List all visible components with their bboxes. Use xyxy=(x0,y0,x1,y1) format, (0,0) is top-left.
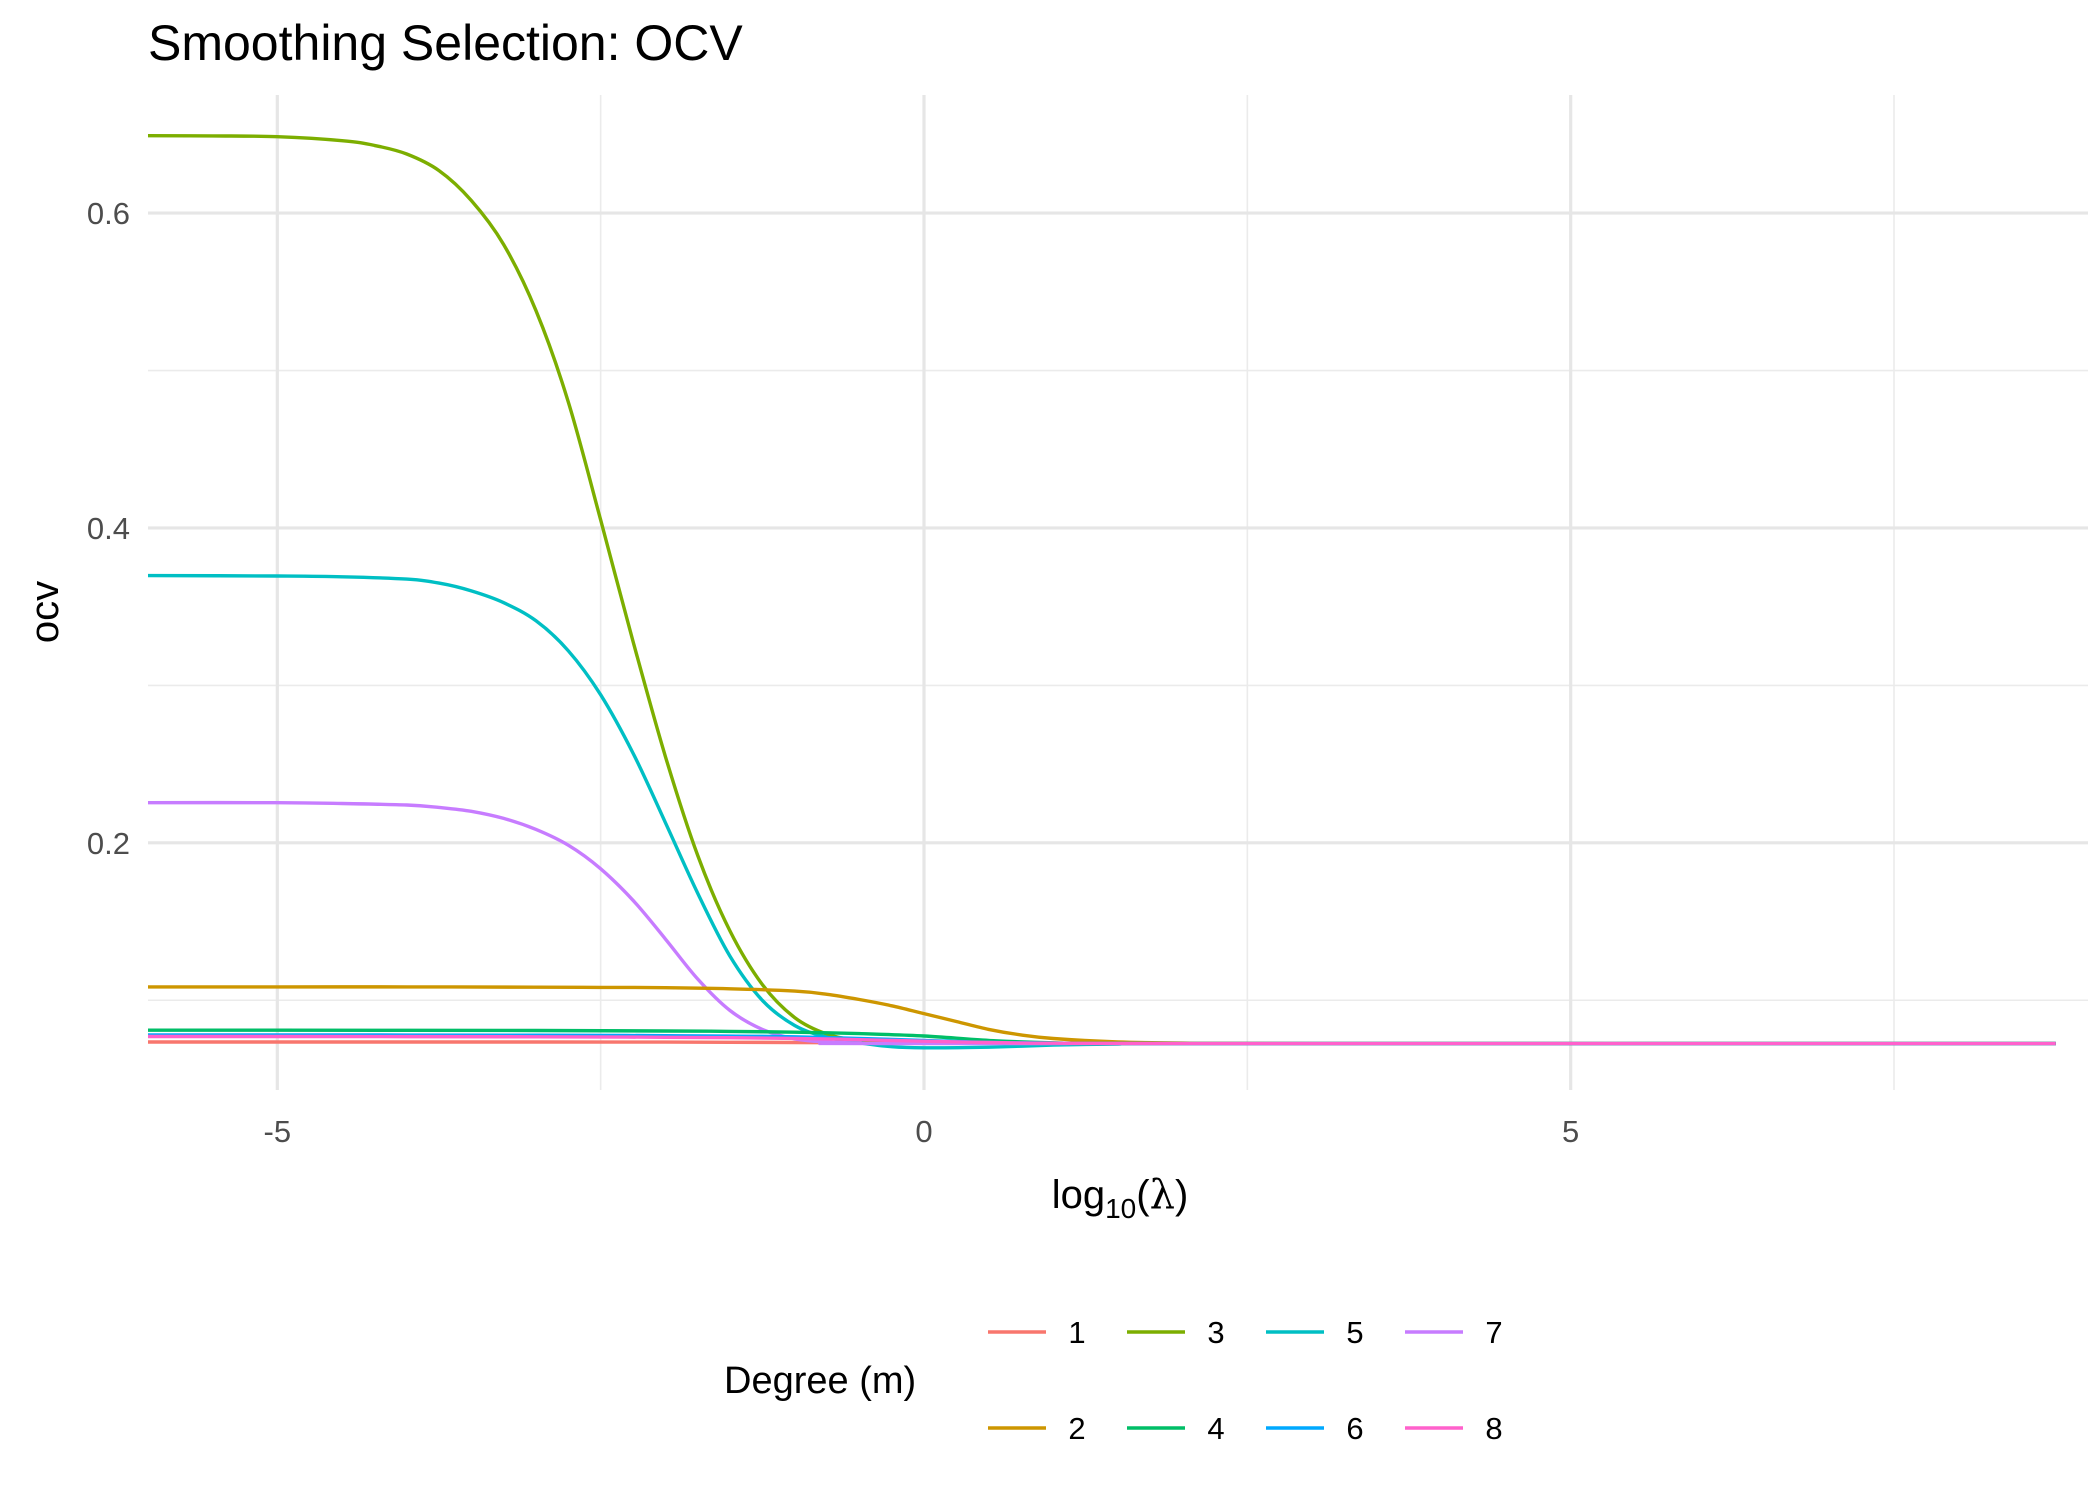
legend-title: Degree (m) xyxy=(724,1360,916,1402)
x-axis-label-lambda: λ xyxy=(1150,1172,1175,1218)
series-line-degree-7 xyxy=(147,800,2056,1046)
minor-gridlines xyxy=(148,95,2088,1090)
legend-label-degree-2: 2 xyxy=(1068,1411,1085,1446)
major-gridlines xyxy=(148,95,2088,1090)
legend-label-degree-8: 8 xyxy=(1485,1411,1502,1446)
series-lines xyxy=(147,134,2056,1050)
y-tick-label-0: 0.2 xyxy=(87,826,130,861)
x-tick-labels: -5 0 5 xyxy=(264,1114,1580,1149)
y-tick-label-1: 0.4 xyxy=(87,511,130,546)
legend-item-degree-5: 5 xyxy=(1266,1315,1364,1350)
y-axis-label: ocv xyxy=(23,581,67,643)
x-axis-label-open: ( xyxy=(1136,1173,1150,1217)
y-tick-label-2: 0.6 xyxy=(87,196,130,231)
chart-title: Smoothing Selection: OCV xyxy=(148,15,743,71)
legend-label-degree-3: 3 xyxy=(1207,1315,1224,1350)
legend-item-degree-8: 8 xyxy=(1405,1411,1503,1446)
legend-label-degree-5: 5 xyxy=(1346,1315,1363,1350)
x-tick-label-0: -5 xyxy=(264,1114,292,1149)
legend: Degree (m) 1 3 5 7 2 4 6 8 xyxy=(724,1315,1503,1446)
legend-item-degree-2: 2 xyxy=(988,1411,1086,1446)
series-line-degree-3 xyxy=(147,134,2056,1046)
legend-item-degree-7: 7 xyxy=(1405,1315,1503,1350)
y-tick-labels: 0.2 0.4 0.6 xyxy=(87,196,130,861)
x-tick-label-2: 5 xyxy=(1562,1114,1579,1149)
legend-item-degree-6: 6 xyxy=(1266,1411,1364,1446)
x-axis-label: log10(λ) xyxy=(1052,1172,1189,1224)
legend-item-degree-1: 1 xyxy=(988,1315,1086,1350)
x-axis-label-close: ) xyxy=(1175,1173,1188,1217)
legend-items: 1 3 5 7 2 4 6 8 xyxy=(988,1315,1503,1446)
legend-label-degree-4: 4 xyxy=(1207,1411,1224,1446)
series-line-degree-8 xyxy=(147,1034,2056,1046)
x-axis-label-subscript: 10 xyxy=(1105,1193,1136,1224)
legend-item-degree-4: 4 xyxy=(1127,1411,1225,1446)
x-tick-label-1: 0 xyxy=(915,1114,932,1149)
x-axis-label-prefix: log xyxy=(1052,1173,1105,1217)
series-line-degree-5 xyxy=(147,573,2056,1050)
legend-label-degree-6: 6 xyxy=(1346,1411,1363,1446)
legend-item-degree-3: 3 xyxy=(1127,1315,1225,1350)
legend-label-degree-1: 1 xyxy=(1068,1315,1085,1350)
legend-label-degree-7: 7 xyxy=(1485,1315,1502,1350)
